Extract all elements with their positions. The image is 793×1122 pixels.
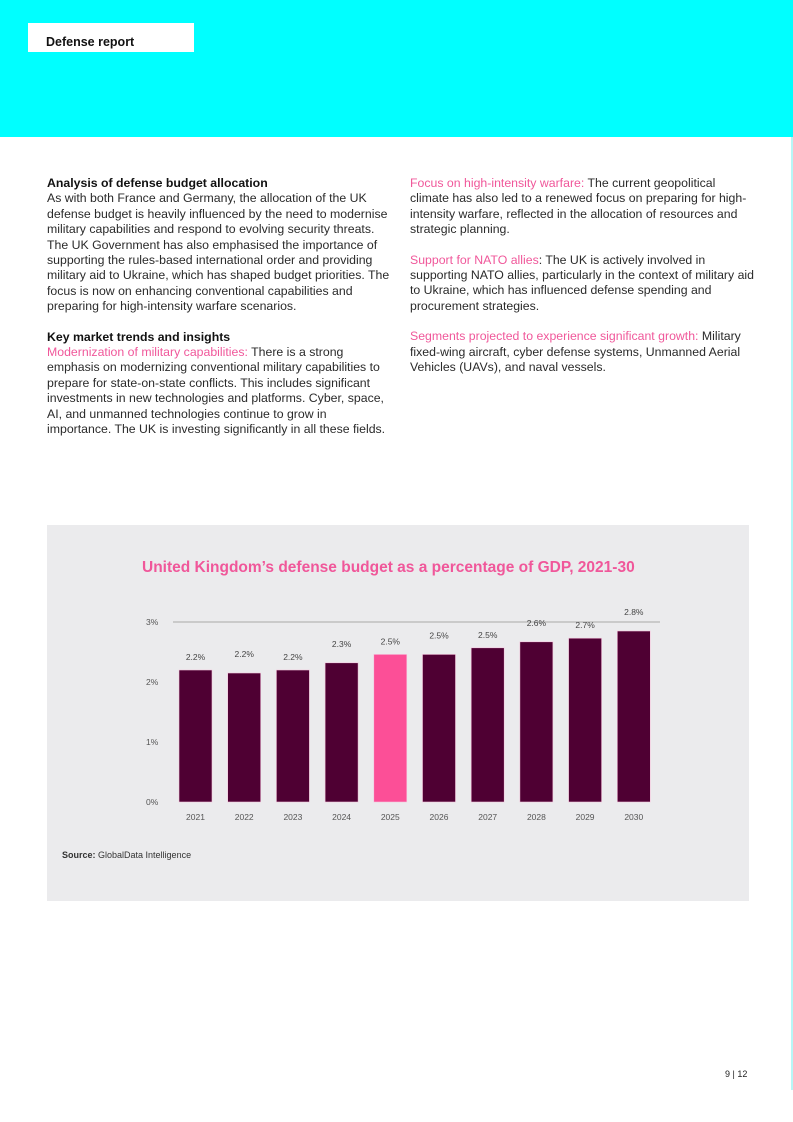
right-column: Focus on high-intensity warfare: The cur… — [410, 176, 755, 375]
x-tick-label: 2023 — [283, 812, 302, 822]
data-label: 2.5% — [381, 636, 401, 646]
bar-2030 — [616, 630, 651, 803]
data-label: 2.2% — [186, 652, 206, 662]
data-label: 2.7% — [575, 620, 595, 630]
y-tick-label: 0% — [146, 797, 159, 807]
y-tick-label: 1% — [146, 737, 159, 747]
x-tick-label: 2025 — [381, 812, 400, 822]
bar-2026 — [422, 654, 456, 803]
bar-2023 — [276, 669, 310, 803]
bar-2025 — [373, 654, 408, 803]
data-label: 2.2% — [283, 652, 303, 662]
trend-item: Support for NATO allies: The UK is activ… — [410, 252, 755, 313]
paragraph: As with both France and Germany, the all… — [47, 191, 390, 314]
chart-panel: United Kingdom’s defense budget as a per… — [47, 525, 749, 901]
bar-2028 — [519, 641, 554, 803]
data-label: 2.8% — [624, 607, 644, 617]
data-label: 2.5% — [478, 630, 498, 640]
header-banner — [0, 0, 793, 137]
data-label: 2.3% — [332, 639, 352, 649]
bar-2021 — [178, 669, 213, 803]
bar-2024 — [324, 662, 359, 803]
report-tag: Defense report — [28, 23, 194, 52]
y-tick-label: 3% — [146, 617, 159, 627]
bar-2022 — [227, 672, 261, 803]
x-tick-label: 2021 — [186, 812, 205, 822]
trend-item: Modernization of military capabilities: … — [47, 345, 386, 437]
data-label: 2.5% — [429, 630, 449, 640]
source-note: Source: GlobalData Intelligence — [62, 850, 192, 860]
x-tick-label: 2026 — [430, 812, 449, 822]
x-tick-label: 2028 — [527, 812, 546, 822]
x-tick-label: 2029 — [576, 812, 595, 822]
x-tick-label: 2030 — [624, 812, 643, 822]
y-tick-label: 2% — [146, 677, 159, 687]
data-label: 2.2% — [235, 649, 255, 659]
section-heading: Key market trends and insights — [47, 329, 231, 344]
section-heading: Analysis of defense budget allocation — [47, 176, 268, 190]
x-tick-label: 2022 — [235, 812, 254, 822]
x-tick-label: 2027 — [478, 812, 497, 822]
data-label: 2.6% — [527, 618, 547, 628]
page-number: 9 | 12 — [725, 1069, 748, 1079]
left-column: Analysis of defense budget allocation As… — [47, 176, 392, 438]
bar-chart: 0% 1% 2% 3% 2.2% 2021 2.2% 2022 2.2% 2023 2.3% 2024… — [146, 607, 660, 822]
bar-2027 — [470, 647, 505, 803]
trend-item: Focus on high-intensity warfare: The cur… — [410, 176, 747, 237]
x-tick-label: 2024 — [332, 812, 351, 822]
chart-title: United Kingdom’s defense budget as a per… — [142, 559, 635, 576]
trend-item: Segments projected to experience signifi… — [410, 329, 741, 375]
page-edge — [791, 137, 793, 1090]
bar-2029 — [568, 637, 602, 803]
